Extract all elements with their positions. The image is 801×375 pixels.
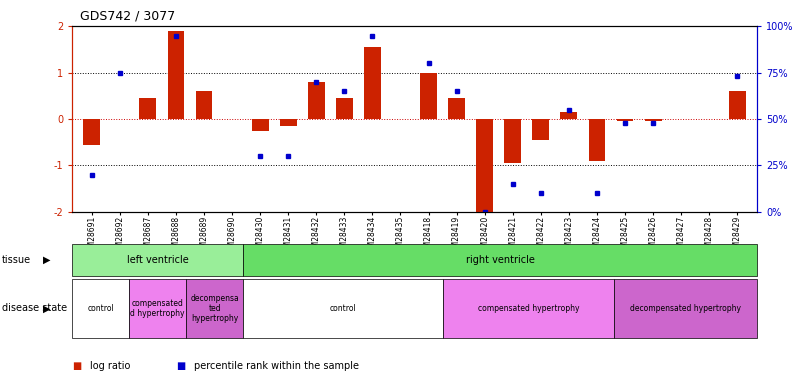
Bar [308, 82, 324, 119]
Text: control: control [87, 304, 114, 313]
Text: percentile rank within the sample: percentile rank within the sample [194, 361, 359, 371]
Text: log ratio: log ratio [90, 361, 130, 371]
Bar [167, 31, 184, 119]
Bar [364, 47, 380, 119]
Text: compensated
d hypertrophy: compensated d hypertrophy [131, 299, 185, 318]
Bar [449, 98, 465, 119]
Bar [421, 73, 437, 119]
Bar [505, 119, 521, 163]
Bar [83, 119, 100, 145]
Text: ▶: ▶ [42, 303, 50, 313]
Text: control: control [330, 304, 356, 313]
Text: GDS742 / 3077: GDS742 / 3077 [80, 9, 175, 22]
Bar [729, 91, 746, 119]
Text: ▶: ▶ [42, 255, 50, 265]
Text: right ventricle: right ventricle [465, 255, 534, 265]
Bar [280, 119, 296, 126]
Text: decompensa
ted
hypertrophy: decompensa ted hypertrophy [191, 294, 239, 323]
Bar [139, 98, 156, 119]
Bar [617, 119, 634, 122]
Text: disease state: disease state [2, 303, 66, 313]
Bar [477, 119, 493, 212]
Text: tissue: tissue [2, 255, 30, 265]
Bar [645, 119, 662, 122]
Text: decompensated hypertrophy: decompensated hypertrophy [630, 304, 741, 313]
Bar [589, 119, 606, 161]
Text: compensated hypertrophy: compensated hypertrophy [478, 304, 579, 313]
Bar [561, 112, 578, 119]
Text: left ventricle: left ventricle [127, 255, 188, 265]
Bar [533, 119, 549, 140]
Text: ■: ■ [72, 361, 82, 371]
Bar [195, 91, 212, 119]
Bar [336, 98, 352, 119]
Bar [252, 119, 268, 130]
Text: ■: ■ [176, 361, 186, 371]
